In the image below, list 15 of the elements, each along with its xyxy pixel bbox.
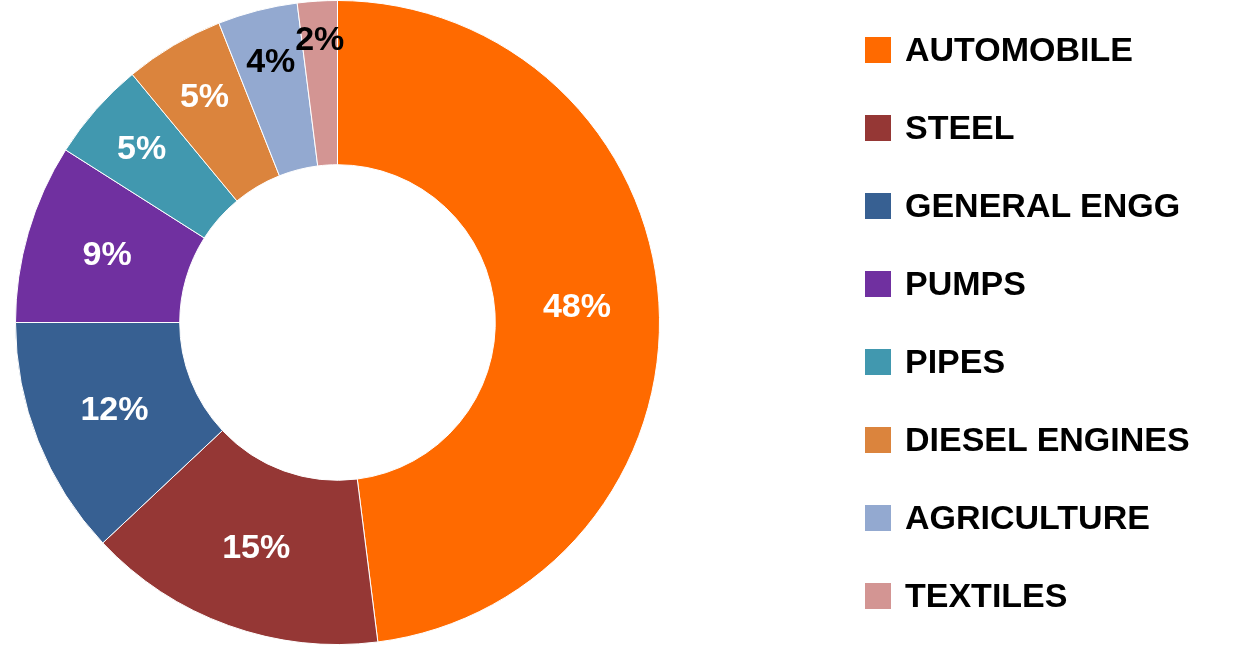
data-label: 5% [116,128,167,167]
legend-label: PUMPS [905,264,1026,303]
legend-label: PIPES [905,342,1006,381]
data-label: 4% [246,40,296,79]
data-label: 5% [179,76,230,114]
data-label: 9% [82,233,132,272]
data-label: 48% [542,285,611,324]
data-label: 12% [80,389,149,428]
legend-label: GENERAL ENGG [905,186,1181,225]
legend-label: TEXTILES [905,576,1068,615]
data-label: 15% [222,526,291,565]
legend-label: AUTOMOBILE [905,30,1133,69]
legend-label: STEEL [905,108,1015,147]
legend-label: AGRICULTURE [905,498,1150,537]
legend-label: DIESEL ENGINES [905,420,1190,459]
